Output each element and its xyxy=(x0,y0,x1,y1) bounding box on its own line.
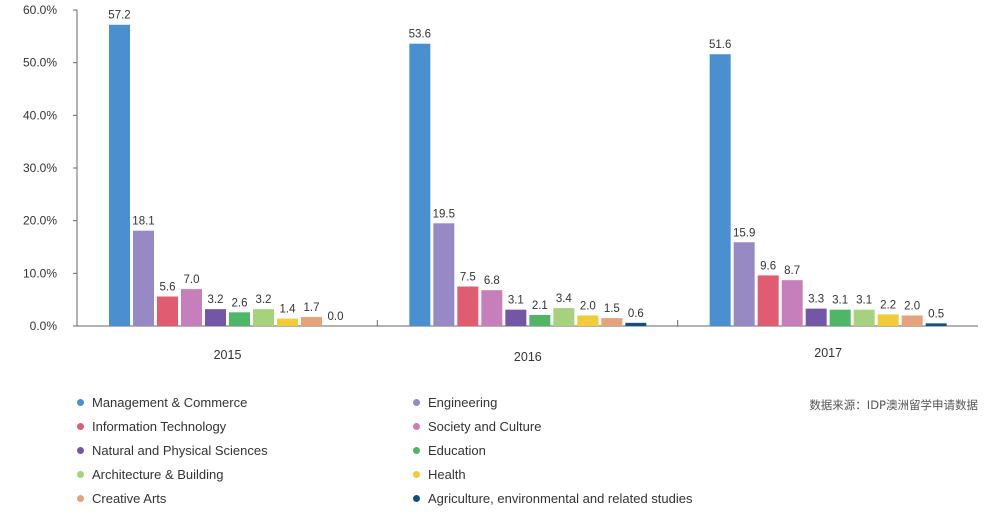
value-labels: 57.2 18.1 5.6 7.0 3.2 2.6 3.2 1.4 1.7 0.0 53.6 19.5… xyxy=(108,10,944,323)
bar-value-label: 53.6 xyxy=(409,29,431,41)
bar xyxy=(505,309,527,326)
bar-value-label: 0.6 xyxy=(628,308,644,320)
y-tick-label: 30.0% xyxy=(23,161,57,175)
bar-value-label: 19.5 xyxy=(433,208,455,220)
bar xyxy=(277,318,298,326)
bar xyxy=(457,286,479,326)
bar xyxy=(433,223,455,326)
x-axis: 2015 2016 2017 xyxy=(77,320,978,364)
bar-value-label: 3.2 xyxy=(208,294,224,306)
bar-value-label: 1.5 xyxy=(604,303,620,315)
bar xyxy=(529,314,551,326)
bar xyxy=(157,296,178,326)
bar xyxy=(733,242,755,326)
y-tick-label: 60.0% xyxy=(23,3,57,17)
x-tick-label: 2017 xyxy=(814,346,842,360)
bar-value-label: 2.0 xyxy=(904,300,920,312)
bar xyxy=(205,309,226,326)
x-tick-label: 2016 xyxy=(514,350,542,364)
bar xyxy=(901,315,923,326)
y-tick-label: 20.0% xyxy=(23,214,57,228)
bar-value-label: 3.3 xyxy=(808,294,824,306)
bar xyxy=(925,323,947,326)
bar-value-label: 1.4 xyxy=(280,304,297,316)
bar-value-label: 6.8 xyxy=(484,275,500,287)
bar xyxy=(829,309,851,326)
bar-value-label: 5.6 xyxy=(160,282,176,294)
bar-value-label: 7.5 xyxy=(460,272,476,284)
bar-value-label: 3.4 xyxy=(556,293,573,305)
bar-value-label: 3.1 xyxy=(832,295,848,307)
bar xyxy=(253,309,274,326)
y-tick-label: 0.0% xyxy=(30,319,58,333)
bar-value-label: 1.7 xyxy=(304,302,320,314)
bar-value-label: 2.2 xyxy=(880,299,896,311)
bar xyxy=(805,308,827,326)
x-tick-label: 2015 xyxy=(214,348,242,362)
bar xyxy=(301,317,322,326)
bar xyxy=(229,312,250,326)
bar-value-label: 3.1 xyxy=(856,295,872,307)
bar-value-label: 3.2 xyxy=(256,294,272,306)
bar-value-label: 15.9 xyxy=(733,227,755,239)
bar xyxy=(757,275,779,326)
y-axis: 0.0% 10.0% 20.0% 30.0% 40.0% 50.0% 60.0% xyxy=(23,3,78,333)
bar xyxy=(877,314,899,326)
bar-value-label: 3.1 xyxy=(508,295,524,307)
source-note: 数据来源：IDP澳洲留学申请数据 xyxy=(809,398,978,412)
bar-value-label: 18.1 xyxy=(132,216,154,228)
bar xyxy=(553,308,575,326)
bar xyxy=(133,230,154,326)
bar xyxy=(409,43,431,326)
y-tick-label: 10.0% xyxy=(23,266,57,280)
bar-value-label: 2.1 xyxy=(532,300,548,312)
bar xyxy=(625,322,647,326)
bar-value-label: 8.7 xyxy=(784,265,800,277)
bar-value-label: 57.2 xyxy=(108,10,130,22)
bar-value-label: 0.5 xyxy=(928,308,944,320)
bar xyxy=(709,54,731,327)
bar xyxy=(601,318,623,326)
y-tick-label: 50.0% xyxy=(23,56,57,70)
bar xyxy=(181,289,202,326)
bar xyxy=(481,290,503,326)
bar-value-label: 51.6 xyxy=(709,39,731,51)
bar-value-label: 9.6 xyxy=(760,260,776,272)
bar-value-label: 0.0 xyxy=(328,311,344,323)
bars xyxy=(109,24,947,327)
bar xyxy=(109,24,130,326)
bar-value-label: 7.0 xyxy=(184,274,200,286)
bar xyxy=(853,309,875,326)
y-tick-label: 40.0% xyxy=(23,108,57,122)
bar xyxy=(577,315,599,326)
bar xyxy=(781,280,803,326)
bar-value-label: 2.0 xyxy=(580,300,596,312)
bar-value-label: 2.6 xyxy=(232,297,248,309)
